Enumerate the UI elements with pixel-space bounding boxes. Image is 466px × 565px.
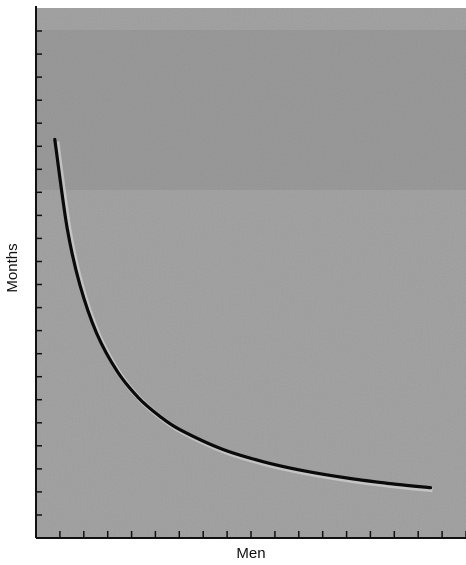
y-ticks bbox=[36, 30, 42, 539]
data-line bbox=[53, 137, 433, 490]
y-axis-label: Months bbox=[4, 243, 21, 292]
x-ticks bbox=[59, 531, 466, 538]
axes bbox=[35, 6, 466, 539]
plot-texture bbox=[36, 8, 466, 538]
x-axis-label: Men bbox=[236, 545, 265, 562]
plot-top-band bbox=[36, 30, 466, 190]
